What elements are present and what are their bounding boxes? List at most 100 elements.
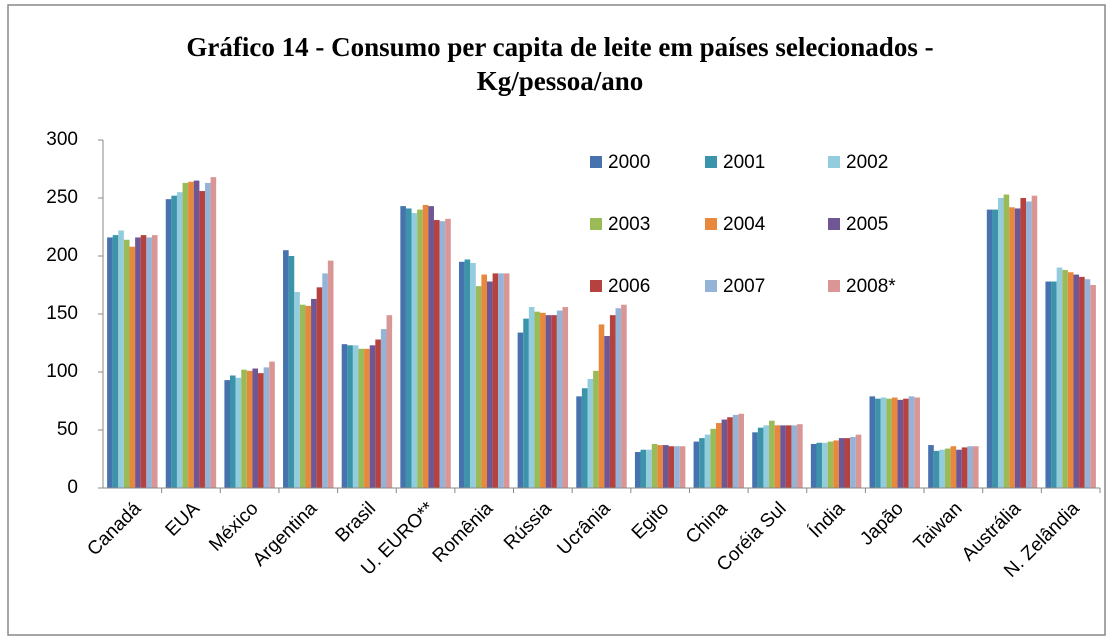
bar: [732, 414, 739, 488]
bar: [458, 261, 465, 488]
bar: [581, 388, 588, 488]
bar: [545, 315, 552, 488]
bar: [587, 378, 594, 488]
bar: [704, 434, 711, 488]
bar: [118, 230, 124, 489]
bar: [816, 442, 823, 488]
bar: [246, 370, 253, 488]
bar: [797, 424, 803, 488]
bar: [693, 441, 700, 488]
bar: [752, 432, 758, 488]
legend-label: 2005: [846, 214, 888, 235]
bar: [875, 398, 881, 488]
bar: [182, 182, 189, 489]
bar: [352, 345, 359, 488]
bar: [517, 332, 524, 488]
bar: [165, 199, 172, 488]
legend-swatch: [705, 280, 717, 292]
legend-label: 2007: [723, 276, 765, 297]
x-tick-label: Argentina: [249, 498, 322, 571]
bar: [411, 213, 418, 488]
bar: [263, 367, 270, 488]
bar: [827, 441, 834, 488]
bar: [763, 425, 770, 488]
bar: [880, 397, 887, 488]
bar: [615, 308, 622, 488]
bar: [897, 399, 904, 488]
bar: [481, 274, 488, 488]
bar: [967, 446, 973, 488]
bar: [986, 209, 993, 488]
bar: [305, 305, 312, 488]
bar: [322, 273, 328, 488]
bar: [710, 428, 716, 488]
bar: [252, 368, 259, 488]
bar: [487, 281, 493, 488]
bar: [327, 260, 334, 488]
bar: [738, 413, 745, 488]
bar: [1045, 281, 1052, 488]
bar: [503, 273, 510, 488]
bar: [621, 304, 627, 488]
bar: [679, 446, 686, 488]
bar: [699, 438, 705, 488]
bar: [299, 304, 306, 488]
bar: [785, 425, 792, 488]
bar: [230, 375, 236, 488]
y-tick-label: 100: [46, 361, 78, 382]
bar: [769, 420, 775, 488]
legend-label: 2003: [608, 214, 650, 235]
bar: [774, 425, 781, 488]
legend-swatch: [828, 156, 840, 168]
bar: [492, 273, 499, 488]
bar: [475, 286, 482, 488]
bar: [1073, 274, 1080, 488]
bar: [129, 246, 136, 488]
bar: [210, 177, 217, 488]
x-tick-label: México: [205, 498, 262, 555]
bar: [1031, 195, 1038, 488]
bar: [364, 348, 370, 488]
bar: [604, 336, 610, 488]
bar: [258, 373, 264, 488]
bar: [199, 191, 205, 489]
bar: [855, 434, 862, 488]
bar: [1067, 272, 1074, 488]
bar: [668, 446, 675, 488]
bar: [1062, 269, 1068, 488]
bar: [933, 450, 940, 488]
bar: [316, 287, 323, 488]
bar: [551, 315, 557, 488]
legend-swatch: [590, 156, 602, 168]
bar: [1051, 281, 1057, 488]
bar: [540, 312, 546, 488]
bar: [405, 208, 412, 488]
bar: [956, 449, 962, 488]
bar: [193, 180, 200, 488]
bar: [176, 192, 183, 488]
bar: [1026, 201, 1032, 489]
bar: [844, 438, 851, 488]
bar: [112, 235, 119, 488]
legend-label: 2008*: [846, 276, 896, 297]
bar: [886, 398, 892, 488]
bar: [204, 182, 211, 489]
y-tick-label: 250: [46, 187, 78, 208]
bar: [369, 345, 376, 488]
x-tick-label: Ucrânia: [553, 498, 614, 559]
bar: [341, 344, 348, 488]
y-tick-label: 300: [46, 129, 78, 150]
legend-label: 2001: [723, 152, 765, 173]
bar: [757, 427, 764, 488]
bar: [1090, 285, 1096, 488]
bar: [833, 440, 839, 488]
bar: [869, 396, 876, 488]
legend-label: 2000: [608, 152, 650, 173]
x-tick-label: Taiwan: [910, 498, 967, 555]
legend-swatch: [705, 218, 717, 230]
legend-swatch: [590, 280, 602, 292]
bar: [961, 447, 968, 488]
bar: [375, 339, 381, 488]
bar: [311, 298, 317, 488]
bar: [422, 204, 429, 488]
